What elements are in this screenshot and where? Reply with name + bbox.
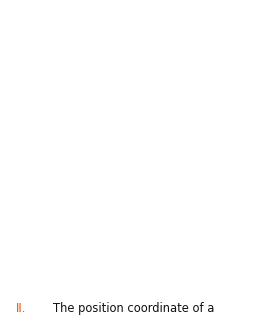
- Text: The position coordinate of a: The position coordinate of a: [53, 302, 214, 315]
- Text: II.: II.: [16, 302, 27, 315]
